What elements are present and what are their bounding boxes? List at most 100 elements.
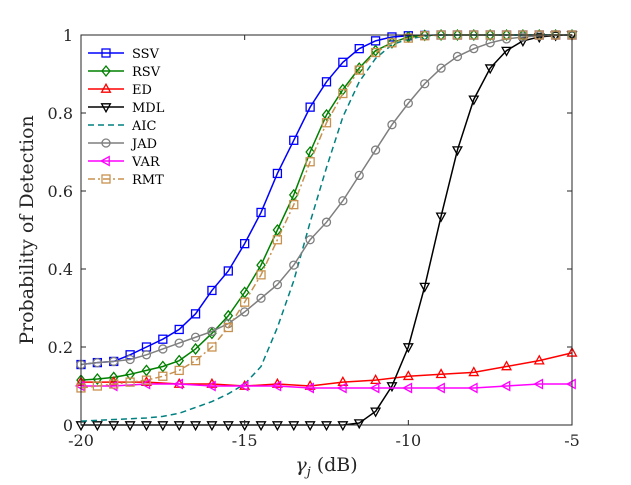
series-ssv <box>76 30 577 370</box>
data-point-rmt <box>207 342 217 352</box>
data-point-mdl <box>91 421 103 432</box>
data-point-mdl <box>484 64 496 75</box>
data-point-var <box>336 382 347 394</box>
data-point-ed <box>304 379 316 390</box>
data-point-mdl <box>337 421 349 432</box>
data-point-mdl <box>533 33 545 44</box>
data-point-rsv <box>288 188 299 201</box>
data-point-ed <box>140 375 152 386</box>
series-line-rmt <box>80 34 572 389</box>
data-point-jad <box>109 356 119 367</box>
data-point-mdl <box>206 421 218 432</box>
data-point-ed <box>468 366 480 377</box>
data-point-jad <box>207 326 217 337</box>
data-point-rmt <box>289 199 299 210</box>
data-point-ssv <box>158 334 168 344</box>
legend-swatch-marker <box>101 48 111 58</box>
data-point-mdl <box>566 31 578 42</box>
data-point-ssv <box>256 207 266 218</box>
data-point-rmt <box>141 375 152 385</box>
data-point-rmt <box>256 270 266 280</box>
data-point-rmt <box>420 31 430 41</box>
legend-entry-ssv: SSV <box>88 47 160 62</box>
data-point-rsv <box>452 28 463 42</box>
data-point-ed <box>533 354 545 365</box>
legend-swatch-marker <box>100 82 112 93</box>
data-point-rsv <box>436 28 446 42</box>
data-point-jad <box>436 63 446 73</box>
series-line-ed <box>81 352 573 387</box>
data-point-var <box>205 380 216 392</box>
data-point-rsv <box>190 342 201 355</box>
data-point-rsv <box>92 372 103 386</box>
data-point-rsv <box>256 259 266 272</box>
data-point-var <box>467 382 478 394</box>
x-tick-label: -15 <box>232 431 258 450</box>
data-point-rmt <box>158 371 168 381</box>
y-tick-label: 0.4 <box>48 260 73 279</box>
data-point-ssv <box>321 77 332 87</box>
data-point-jad <box>240 307 250 317</box>
series-line-var <box>81 383 572 389</box>
data-point-var <box>434 382 445 394</box>
legend-entry-ed: ED <box>88 82 152 98</box>
data-point-rsv <box>141 364 152 377</box>
data-point-ed <box>402 370 414 381</box>
legend-swatch-marker <box>101 138 111 148</box>
data-point-mdl <box>173 421 185 432</box>
data-point-ssv <box>174 324 184 335</box>
data-point-rmt <box>109 379 119 389</box>
data-point-mdl <box>468 95 480 106</box>
data-point-mdl <box>304 421 316 432</box>
data-point-jad <box>125 354 135 365</box>
y-tick-label: 0.6 <box>48 182 73 201</box>
x-axis-label: γj (dB) <box>295 454 357 480</box>
data-point-jad <box>256 293 266 303</box>
data-point-mdl <box>255 421 267 432</box>
axis-ticks: -20 -15 -10 -5 0 0.2 0.4 0.6 0.8 1 <box>48 26 580 450</box>
data-point-rsv <box>272 223 283 237</box>
data-point-ed <box>206 377 218 388</box>
data-point-rmt <box>321 118 332 128</box>
y-tick-label: 0.2 <box>48 338 73 357</box>
data-point-jad <box>338 196 348 206</box>
data-point-mdl <box>124 421 136 432</box>
data-point-jad <box>354 170 364 181</box>
data-point-rsv <box>174 354 185 367</box>
legend-swatch-marker <box>101 174 111 184</box>
legend-label: MDL <box>132 101 165 116</box>
data-point-rsv <box>158 360 168 373</box>
x-tick-label: -10 <box>395 431 421 450</box>
data-point-rmt <box>272 235 283 245</box>
data-point-jad <box>92 357 103 368</box>
data-point-ssv <box>354 44 364 54</box>
x-tick-label: -5 <box>564 431 580 450</box>
data-point-ssv <box>338 57 348 67</box>
data-point-mdl <box>190 421 202 432</box>
y-axis-label: Probability of Detection <box>16 115 38 345</box>
data-point-var <box>303 382 314 394</box>
data-point-rmt <box>223 322 233 333</box>
data-point-ssv <box>305 102 315 112</box>
data-point-rmt <box>240 297 250 307</box>
data-point-mdl <box>222 421 234 432</box>
data-point-rmt <box>125 377 135 387</box>
legend-entry-rmt: RMT <box>88 173 164 188</box>
data-point-rsv <box>305 145 315 159</box>
data-point-rsv <box>223 309 234 322</box>
data-point-ssv <box>272 168 283 179</box>
data-point-mdl <box>550 31 562 42</box>
legend-swatch-marker <box>100 103 112 114</box>
data-point-jad <box>190 332 201 342</box>
data-point-mdl <box>501 46 513 57</box>
data-point-jad <box>174 338 184 348</box>
data-point-rsv <box>501 28 512 42</box>
data-point-ed <box>435 368 447 379</box>
data-point-rmt <box>387 38 397 48</box>
data-point-rmt <box>338 88 348 99</box>
data-point-ssv <box>289 135 299 145</box>
data-point-rmt <box>174 365 184 376</box>
data-point-rmt <box>354 65 364 75</box>
data-point-jad <box>420 79 430 89</box>
